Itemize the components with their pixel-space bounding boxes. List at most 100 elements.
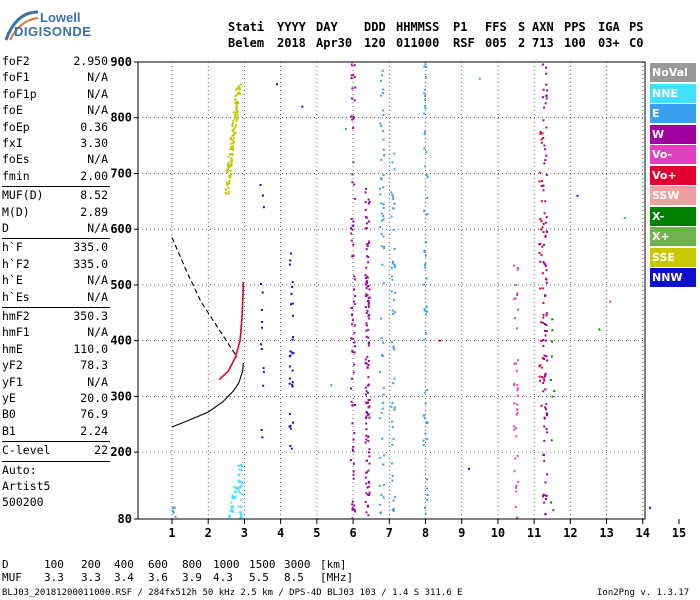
echo-point bbox=[516, 516, 519, 519]
param-value: N/A bbox=[87, 221, 108, 235]
echo-point bbox=[365, 324, 368, 327]
hdr-label-day: DAY bbox=[316, 20, 338, 34]
echo-point bbox=[261, 320, 264, 323]
echo-point bbox=[301, 105, 304, 108]
echo-point bbox=[288, 413, 291, 416]
hdr-label-p1: P1 bbox=[453, 20, 468, 34]
echo-point bbox=[365, 434, 368, 437]
echo-point bbox=[541, 132, 544, 135]
echo-point bbox=[351, 255, 354, 258]
echo-point bbox=[390, 215, 393, 218]
echo-point bbox=[229, 153, 232, 156]
echo-point bbox=[289, 350, 292, 353]
echo-point bbox=[424, 432, 427, 435]
echo-point bbox=[380, 412, 383, 415]
echo-point bbox=[544, 334, 547, 337]
echo-point bbox=[382, 246, 385, 249]
echo-point bbox=[367, 303, 370, 306]
echo-point bbox=[354, 197, 357, 200]
echo-point bbox=[368, 416, 371, 419]
echo-point bbox=[380, 494, 383, 497]
echo-point bbox=[353, 351, 356, 354]
echo-point bbox=[539, 171, 542, 174]
echo-point bbox=[539, 287, 542, 290]
echo-point bbox=[390, 266, 393, 269]
echo-point bbox=[349, 227, 352, 230]
echo-point bbox=[516, 412, 519, 415]
echo-point bbox=[367, 469, 370, 472]
echo-point bbox=[259, 183, 262, 186]
echo-point bbox=[350, 217, 353, 220]
echo-point bbox=[229, 174, 232, 177]
echo-point bbox=[540, 339, 543, 342]
hdr-value-ffs: 005 bbox=[485, 36, 507, 50]
param-row-fof1: foF1 N/A bbox=[2, 70, 108, 86]
echo-point bbox=[351, 404, 354, 407]
echo-point bbox=[598, 328, 601, 331]
echo-point bbox=[364, 277, 367, 280]
echo-point bbox=[544, 375, 547, 378]
echo-point bbox=[514, 284, 517, 287]
echo-point bbox=[352, 254, 355, 257]
echo-point bbox=[513, 402, 516, 405]
echo-point bbox=[230, 157, 233, 160]
echo-point bbox=[226, 168, 229, 171]
echo-point bbox=[544, 200, 547, 203]
echo-point bbox=[539, 130, 542, 133]
echo-point bbox=[391, 425, 394, 428]
echo-point bbox=[392, 228, 395, 231]
echo-point bbox=[172, 511, 175, 514]
echo-point bbox=[424, 309, 427, 312]
echo-point bbox=[239, 464, 242, 467]
echo-point bbox=[394, 291, 397, 294]
echo-point bbox=[394, 311, 397, 314]
echo-point bbox=[367, 399, 370, 402]
echo-point bbox=[259, 282, 262, 285]
echo-point bbox=[237, 86, 240, 89]
echo-point bbox=[513, 470, 516, 473]
muf-value: 3.6 bbox=[148, 571, 168, 584]
echo-point bbox=[351, 350, 354, 353]
echo-point bbox=[424, 506, 427, 509]
param-row-md: M(D) 2.89 bbox=[2, 205, 108, 221]
echo-point bbox=[540, 141, 543, 144]
echo-point bbox=[290, 303, 293, 306]
echo-point bbox=[367, 344, 370, 347]
echo-point bbox=[240, 469, 243, 472]
param-separator bbox=[2, 441, 110, 443]
echo-point bbox=[234, 131, 237, 134]
d-value: 600 bbox=[148, 558, 168, 571]
echo-point bbox=[393, 408, 396, 411]
echo-point bbox=[231, 123, 234, 126]
echo-point bbox=[544, 148, 547, 151]
echo-point bbox=[288, 263, 291, 266]
echo-point bbox=[542, 381, 545, 384]
echo-point bbox=[233, 127, 236, 130]
echo-point bbox=[393, 406, 396, 409]
echo-point bbox=[352, 220, 355, 223]
param-key: h`F bbox=[2, 240, 23, 255]
echo-point bbox=[424, 266, 427, 269]
echo-point bbox=[292, 352, 295, 355]
echo-point bbox=[551, 329, 554, 332]
echo-point bbox=[368, 405, 371, 408]
echo-point bbox=[227, 192, 230, 195]
echo-point bbox=[330, 384, 333, 387]
x-tick-label: 10 bbox=[491, 526, 505, 540]
echo-point bbox=[235, 108, 238, 111]
echo-point bbox=[229, 137, 232, 140]
echo-point bbox=[239, 92, 242, 95]
echo-point bbox=[261, 436, 264, 439]
param-key: fmin bbox=[2, 168, 30, 183]
echo-point bbox=[288, 365, 291, 368]
echo-point bbox=[262, 384, 265, 387]
y-tick-label: 400 bbox=[110, 334, 132, 348]
echo-point bbox=[238, 468, 241, 471]
echo-point bbox=[541, 272, 544, 275]
echo-point bbox=[233, 496, 236, 499]
profile-trace-dashed bbox=[171, 237, 238, 358]
echo-point bbox=[378, 187, 381, 190]
echo-point bbox=[228, 180, 231, 183]
echo-point bbox=[378, 503, 381, 506]
